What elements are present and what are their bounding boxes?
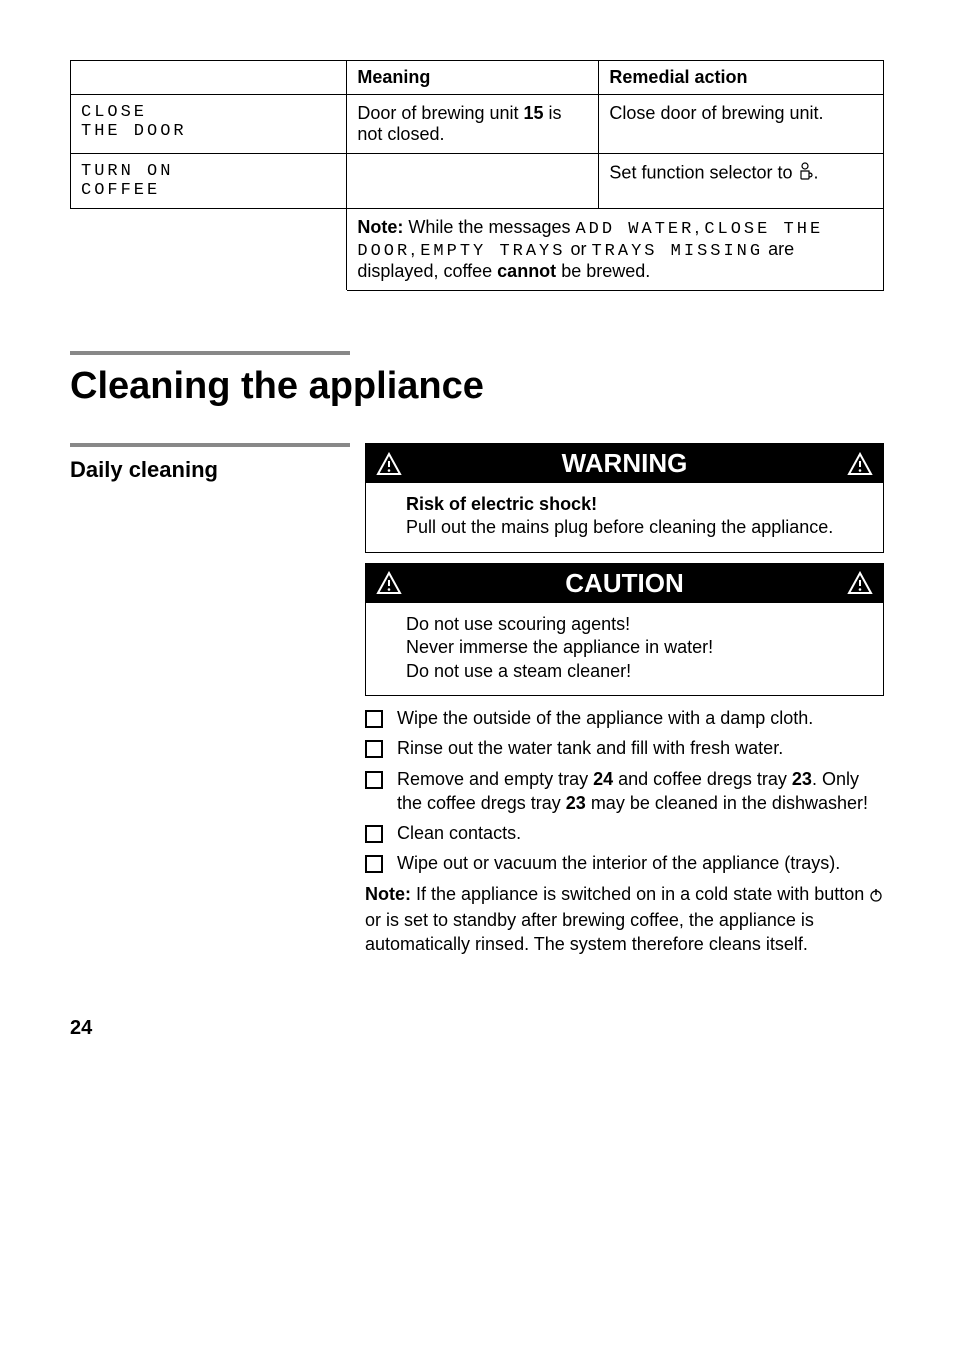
warning-text: Pull out the mains plug before cleaning … [406,516,863,539]
note-paragraph: Note: If the appliance is switched on in… [365,882,884,957]
table-row-note: Note: While the messages ADD WATER, CLOS… [71,209,884,291]
page-number: 24 [70,1017,884,1040]
power-icon [869,884,883,908]
list-item: Rinse out the water tank and fill with f… [365,736,884,760]
note-cell: Note: While the messages ADD WATER, CLOS… [347,209,884,291]
sub-divider [70,443,350,447]
caution-icon [376,571,402,595]
checkbox-icon [365,855,383,873]
warning-title: WARNING [402,448,847,479]
meaning-cell [347,154,599,209]
warning-icon [847,452,873,476]
checkbox-icon [365,771,383,789]
caution-l2: Never immerse the appliance in water! [406,636,863,659]
caution-title: CAUTION [402,568,847,599]
msg-line2: COFFEE [81,181,336,200]
meaning-cell: Door of brewing unit 15 is not closed. [347,95,599,154]
checklist: Wipe the outside of the appliance with a… [365,706,884,876]
messages-table: Meaning Remedial action CLOSE THE DOOR D… [70,60,884,291]
msg-line1: CLOSE [81,103,336,122]
checkbox-icon [365,710,383,728]
th-meaning: Meaning [347,61,599,95]
checkbox-icon [365,825,383,843]
caution-icon [847,571,873,595]
table-row: CLOSE THE DOOR Door of brewing unit 15 i… [71,95,884,154]
list-item: Wipe out or vacuum the interior of the a… [365,851,884,875]
sub-heading: Daily cleaning [70,457,365,483]
section-title: Cleaning the appliance [70,365,884,408]
list-item: Wipe the outside of the appliance with a… [365,706,884,730]
warning-bold: Risk of electric shock! [406,493,863,516]
caution-l3: Do not use a steam cleaner! [406,660,863,683]
msg-line2: THE DOOR [81,122,336,141]
divider [70,351,350,355]
checkbox-icon [365,740,383,758]
table-row: TURN ON COFFEE Set function selector to … [71,154,884,209]
action-cell: Close door of brewing unit. [599,95,884,154]
caution-l1: Do not use scouring agents! [406,613,863,636]
msg-line1: TURN ON [81,162,336,181]
th-action: Remedial action [599,61,884,95]
caution-box: CAUTION Do not use scouring agents! Neve… [365,563,884,696]
list-item: Clean contacts. [365,821,884,845]
warning-box: WARNING Risk of electric shock! Pull out… [365,443,884,553]
th-blank [71,61,347,95]
list-item: Remove and empty tray 24 and coffee dreg… [365,767,884,816]
warning-icon [376,452,402,476]
cup-icon [798,162,814,185]
action-cell: Set function selector to . [599,154,884,209]
